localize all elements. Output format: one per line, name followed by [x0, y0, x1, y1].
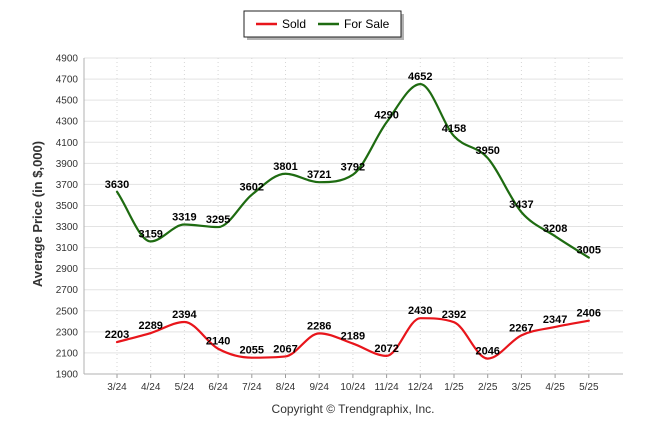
data-label-for-sale: 3792: [341, 162, 365, 174]
data-label-sold: 2347: [543, 314, 567, 326]
y-tick-label: 3100: [56, 243, 79, 254]
x-tick-label: 7/24: [242, 382, 262, 393]
x-tick-label: 1/25: [444, 382, 464, 393]
data-label-for-sale: 3950: [475, 145, 499, 157]
x-tick-label: 10/24: [340, 382, 365, 393]
data-label-for-sale: 3721: [307, 169, 331, 181]
x-tick-label: 6/24: [208, 382, 228, 393]
data-labels: 2203 2289 2394 2140 2055 2067 2286 2189 2072 2430…: [105, 71, 601, 357]
data-label-sold: 2072: [374, 343, 398, 355]
data-label-sold: 2267: [509, 322, 533, 334]
x-tick-label: 8/24: [276, 382, 296, 393]
series-line-sold: [115, 317, 590, 360]
y-tick-label: 3900: [56, 159, 79, 170]
data-label-for-sale: 3005: [577, 245, 601, 257]
x-tick-label: 3/25: [512, 382, 532, 393]
data-label-sold: 2394: [172, 309, 197, 321]
data-label-sold: 2055: [240, 345, 264, 357]
y-tick-label: 3500: [56, 201, 79, 212]
data-label-sold: 2406: [577, 308, 601, 320]
legend-label-for-sale: For Sale: [344, 17, 390, 31]
y-tick-label: 4100: [56, 138, 79, 149]
x-tick-label: 5/24: [175, 382, 195, 393]
y-tick-label: 2900: [56, 264, 79, 275]
data-label-for-sale: 3159: [138, 228, 162, 240]
data-label-sold: 2203: [105, 329, 129, 341]
y-tick-label: 4500: [56, 96, 79, 107]
y-tick-label: 2300: [56, 327, 79, 338]
data-label-for-sale: 3801: [273, 161, 297, 173]
data-label-sold: 2430: [408, 305, 432, 317]
gridlines: [84, 57, 623, 375]
y-tick-label: 2100: [56, 348, 79, 359]
copyright-text: Copyright © Trendgraphix, Inc.: [272, 402, 435, 416]
series-line-for-sale: [115, 83, 590, 259]
data-label-sold: 2392: [442, 309, 466, 321]
x-tick-label: 2/25: [478, 382, 498, 393]
data-label-for-sale: 3208: [543, 223, 567, 235]
y-tick-label: 2500: [56, 306, 79, 317]
data-label-for-sale: 4652: [408, 71, 432, 83]
data-label-sold: 2067: [273, 343, 297, 355]
x-tick-label: 4/24: [141, 382, 161, 393]
data-label-for-sale: 3602: [240, 182, 264, 194]
y-tick-label: 1900: [56, 370, 79, 381]
legend: Sold For Sale: [243, 10, 404, 40]
data-label-for-sale: 3437: [509, 199, 533, 211]
data-label-sold: 2046: [475, 346, 499, 358]
data-label-for-sale: 4290: [374, 109, 398, 121]
x-tick-label: 3/24: [107, 382, 127, 393]
data-label-for-sale: 3295: [206, 214, 230, 226]
data-label-sold: 2189: [341, 331, 365, 343]
series-lines: [115, 83, 590, 360]
y-tick-label: 2700: [56, 285, 79, 296]
data-label-for-sale: 3630: [105, 179, 129, 191]
x-tick-label: 9/24: [309, 382, 329, 393]
data-label-for-sale: 4158: [442, 123, 466, 135]
data-label-sold: 2289: [138, 320, 162, 332]
x-tick-label: 11/24: [374, 382, 399, 393]
axes: 1900 2100 2300 2500 2700 2900 3100 3300 3500 3700…: [56, 54, 623, 393]
y-tick-label: 4700: [56, 75, 79, 86]
y-axis-title: Average Price (in $,000): [30, 141, 45, 287]
y-tick-label: 4300: [56, 117, 79, 128]
data-label-sold: 2286: [307, 320, 331, 332]
y-tick-label: 4900: [56, 54, 79, 65]
y-tick-label: 3300: [56, 222, 79, 233]
data-label-for-sale: 3319: [172, 212, 196, 224]
x-tick-label: 5/25: [579, 382, 599, 393]
data-label-sold: 2140: [206, 336, 230, 348]
x-tick-label: 12/24: [408, 382, 433, 393]
x-tick-label: 4/25: [545, 382, 565, 393]
legend-label-sold: Sold: [282, 17, 306, 31]
y-tick-label: 3700: [56, 180, 79, 191]
